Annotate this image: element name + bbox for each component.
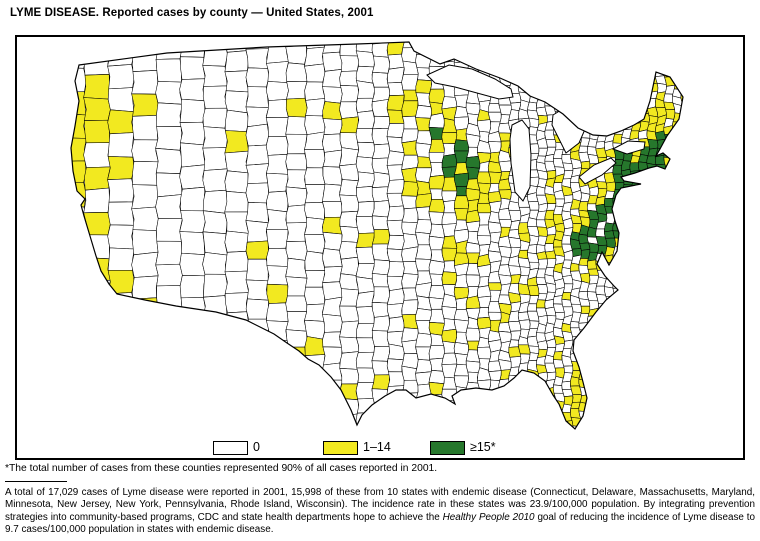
legend-label-low: 1–14 (363, 440, 391, 454)
footnote: *The total number of cases from these co… (5, 463, 438, 474)
map-frame: 0 1–14 ≥15* (15, 35, 745, 460)
paragraph-italic-title: Healthy People 2010 (442, 511, 535, 523)
description-paragraph: A total of 17,029 cases of Lyme disease … (5, 487, 755, 537)
lake-ontario (611, 140, 646, 155)
footnote-divider (5, 481, 67, 482)
page-title: LYME DISEASE. Reported cases by county —… (10, 7, 374, 19)
paragraph-text-2: goal of reducing the incidence of Lyme d… (5, 511, 755, 536)
us-outline (70, 41, 684, 430)
lake-superior (426, 64, 514, 100)
legend-label-zero: 0 (253, 440, 260, 454)
paragraph-text-1: A total of 17,029 cases of Lyme disease … (5, 487, 755, 523)
us-county-map (70, 41, 684, 430)
county-mesh (71, 42, 683, 429)
lake-michigan (509, 119, 532, 202)
legend-swatch-zero (213, 441, 248, 455)
legend-label-high: ≥15* (470, 440, 496, 454)
lake-erie (578, 157, 617, 185)
legend-swatch-low (323, 441, 358, 455)
legend-swatch-high (430, 441, 465, 455)
